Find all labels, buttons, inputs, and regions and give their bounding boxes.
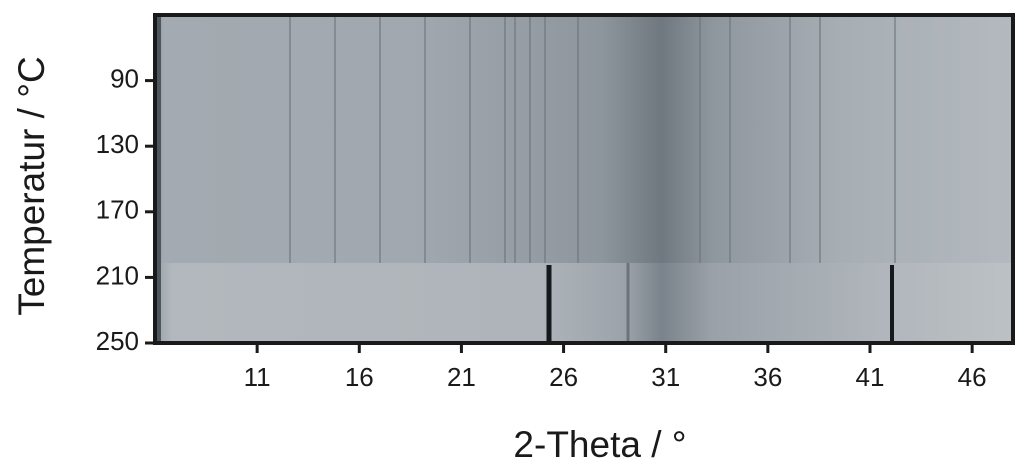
- x-tick-label: 11: [244, 362, 271, 392]
- y-tick-label: 250: [96, 326, 139, 356]
- x-tick-label: 41: [856, 362, 885, 392]
- x-tick-label: 16: [345, 362, 374, 392]
- x-tick-label: 31: [651, 362, 680, 392]
- x-tick-label: 36: [753, 362, 782, 392]
- y-tick-label: 210: [96, 260, 139, 290]
- x-axis-title: 2-Theta / °: [513, 424, 686, 465]
- y-tick-label: 130: [96, 129, 139, 159]
- y-tick-label: 90: [110, 63, 139, 93]
- y-tick-label: 170: [96, 195, 139, 225]
- y-axis-title: Temperatur / °C: [11, 56, 52, 316]
- x-tick-label: 21: [447, 362, 476, 392]
- x-tick-label: 46: [958, 362, 987, 392]
- heatmap-image: [155, 15, 1013, 343]
- plot-frame: [153, 13, 1015, 345]
- x-tick-label: 26: [549, 362, 578, 392]
